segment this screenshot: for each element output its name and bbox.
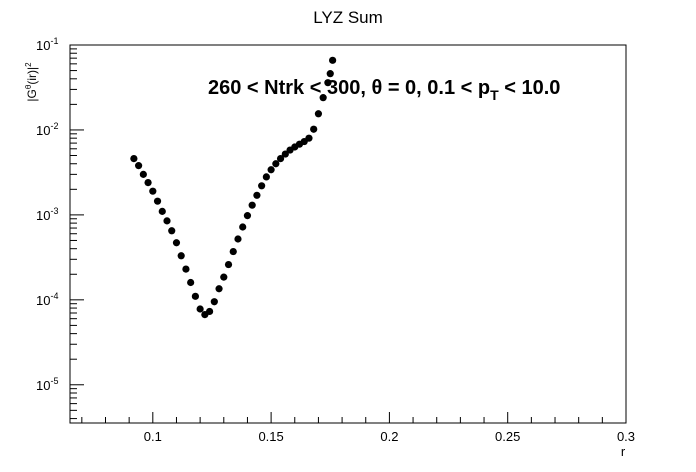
data-point — [324, 79, 332, 87]
x-tick-label: 0.25 — [495, 429, 520, 444]
plot-annotation: 260 < Ntrk < 300, θ = 0, 0.1 < pT < 10.0 — [208, 77, 560, 103]
data-point — [258, 182, 266, 190]
data-point — [187, 278, 195, 287]
y-axis-label: |Gθ(ir)|2 — [24, 62, 39, 102]
data-point — [191, 292, 199, 300]
y-tick-label: 10-5 — [36, 376, 58, 393]
data-point — [310, 125, 318, 133]
data-point — [319, 94, 327, 102]
y-tick-label: 10-1 — [36, 36, 58, 53]
data-point — [326, 70, 334, 78]
data-point — [149, 187, 157, 195]
x-tick-label: 0.3 — [617, 429, 635, 444]
data-point — [267, 166, 275, 174]
chart-title: LYZ Sum — [313, 8, 383, 27]
x-tick-label: 0.15 — [258, 429, 283, 444]
data-point — [196, 305, 204, 313]
data-point — [144, 178, 152, 187]
data-point — [215, 285, 223, 293]
x-tick-label: 0.1 — [144, 429, 162, 444]
data-point — [229, 247, 237, 256]
data-point — [234, 235, 242, 243]
data-point — [130, 154, 138, 163]
data-point — [158, 207, 166, 215]
x-axis: 0.1 0.15 0.2 0.25 0.3 — [81, 412, 635, 444]
data-point — [163, 217, 171, 225]
data-point — [139, 170, 147, 178]
data-point — [135, 162, 143, 170]
data-point — [314, 110, 323, 118]
data-point — [153, 197, 162, 205]
y-tick-label: 10-4 — [36, 291, 58, 308]
y-tick-label: 10-3 — [36, 206, 58, 223]
data-point — [168, 227, 176, 235]
x-axis-label: r — [621, 444, 626, 459]
data-point — [239, 223, 247, 231]
data-point — [248, 201, 256, 209]
data-point — [305, 134, 313, 142]
data-points — [130, 56, 337, 319]
data-point — [272, 160, 280, 168]
y-axis: 10-5 10-4 10-3 10-2 10-1 — [36, 36, 84, 420]
data-point — [210, 298, 218, 306]
data-point — [182, 265, 190, 273]
y-tick-label: 10-2 — [36, 121, 58, 138]
data-point — [243, 212, 252, 220]
data-point — [281, 150, 289, 158]
data-point — [177, 252, 185, 260]
data-point — [172, 239, 181, 247]
data-point — [253, 191, 261, 199]
data-point — [276, 154, 285, 163]
data-point — [329, 56, 337, 64]
data-point — [262, 173, 270, 181]
x-tick-label: 0.2 — [380, 429, 398, 444]
data-point — [220, 273, 228, 281]
data-point — [205, 307, 214, 316]
data-point — [224, 260, 233, 269]
